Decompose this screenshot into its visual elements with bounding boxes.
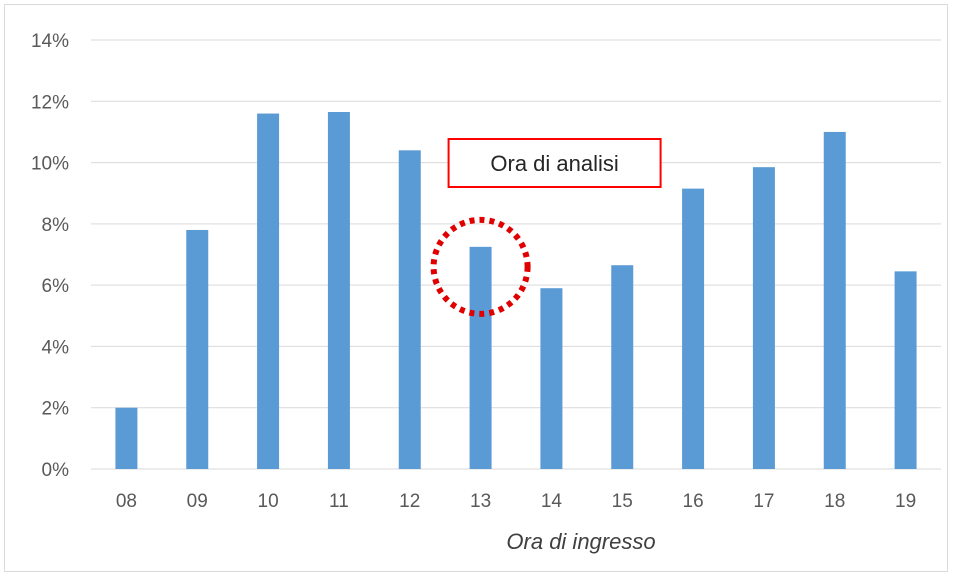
bar-19 bbox=[894, 271, 917, 469]
bar-chart: 0% 2% 4% 6% 8% 10% 12% 14% 08 09 10 11 12 13 14 15 16 17… bbox=[31, 31, 941, 554]
x-tick-label: 15 bbox=[612, 491, 633, 512]
y-axis-ticks: 0% 2% 4% 6% 8% 10% 12% 14% bbox=[31, 31, 69, 481]
bar-12 bbox=[398, 150, 421, 470]
chart-frame: 0% 2% 4% 6% 8% 10% 12% 14% 08 09 10 11 12 13 14 15 16 17… bbox=[4, 4, 948, 572]
x-tick-label: 17 bbox=[753, 491, 774, 512]
highlight-circle bbox=[430, 216, 531, 317]
y-tick-label: 14% bbox=[31, 31, 69, 52]
bars bbox=[115, 112, 917, 470]
bar-11 bbox=[327, 112, 350, 469]
x-tick-label: 11 bbox=[329, 491, 349, 512]
x-tick-label: 18 bbox=[824, 491, 845, 512]
x-axis-ticks: 08 09 10 11 12 13 14 15 16 17 18 19 bbox=[116, 491, 916, 512]
y-tick-label: 4% bbox=[42, 337, 70, 358]
x-tick-label: 19 bbox=[895, 491, 916, 512]
bar-13 bbox=[469, 246, 492, 469]
bar-18 bbox=[823, 131, 846, 469]
bar-17 bbox=[752, 167, 775, 470]
bar-15 bbox=[611, 265, 634, 469]
bar-09 bbox=[186, 229, 209, 469]
bar-10 bbox=[257, 113, 280, 470]
y-tick-label: 12% bbox=[31, 92, 69, 113]
y-tick-label: 8% bbox=[42, 215, 70, 236]
x-tick-label: 16 bbox=[683, 491, 704, 512]
x-tick-label: 13 bbox=[470, 491, 491, 512]
annotation-label: Ora di analisi bbox=[490, 151, 618, 176]
bar-14 bbox=[540, 288, 563, 469]
x-tick-label: 09 bbox=[187, 491, 208, 512]
y-tick-label: 6% bbox=[42, 276, 70, 297]
x-tick-label: 08 bbox=[116, 491, 137, 512]
gridlines bbox=[91, 39, 941, 470]
x-tick-label: 12 bbox=[399, 491, 420, 512]
y-tick-label: 2% bbox=[42, 399, 70, 420]
annotation: Ora di analisi bbox=[430, 138, 662, 317]
bar-08 bbox=[115, 407, 138, 469]
y-tick-label: 0% bbox=[42, 460, 70, 481]
bar-16 bbox=[682, 188, 705, 469]
x-tick-label: 10 bbox=[258, 491, 279, 512]
annotation-box bbox=[447, 138, 662, 188]
x-tick-label: 14 bbox=[541, 491, 563, 512]
x-axis-title: Ora di ingresso bbox=[506, 529, 655, 554]
y-tick-label: 10% bbox=[31, 154, 69, 175]
